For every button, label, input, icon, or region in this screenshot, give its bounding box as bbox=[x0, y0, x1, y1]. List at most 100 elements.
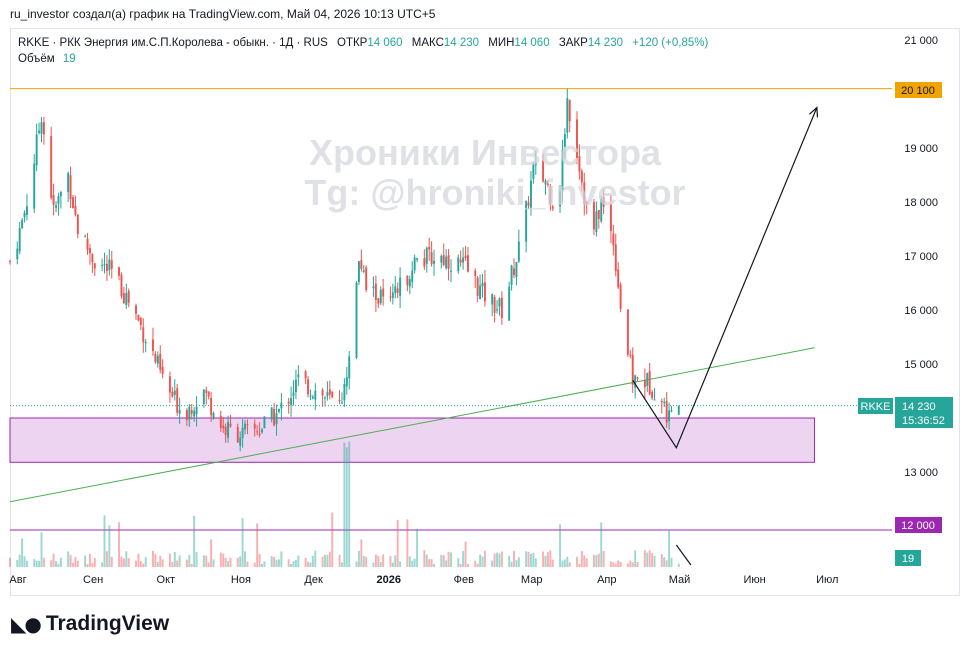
trendline[interactable] bbox=[9, 347, 815, 503]
projection-arrowhead bbox=[809, 106, 819, 118]
purple-level-tag: 12 000 bbox=[901, 520, 935, 532]
volume-bar bbox=[406, 519, 409, 567]
legend-low: 14 060 bbox=[514, 37, 549, 49]
volume-bar bbox=[578, 563, 581, 567]
candle bbox=[430, 241, 433, 267]
volume-bar bbox=[67, 551, 70, 567]
volume-bar bbox=[355, 561, 358, 567]
candle bbox=[239, 431, 242, 452]
price-axis[interactable]: 21 000 19 000 18 000 17 000 16 000 15 000 13 0… bbox=[904, 35, 938, 479]
volume-bar bbox=[619, 561, 622, 567]
volume-bar bbox=[592, 555, 595, 567]
candle bbox=[280, 393, 283, 421]
volume-bar bbox=[212, 559, 215, 567]
volume-bar bbox=[532, 552, 535, 567]
volume-bar bbox=[343, 442, 346, 567]
volume-bar bbox=[229, 557, 232, 567]
candle bbox=[122, 286, 125, 304]
volume-bar bbox=[357, 550, 360, 567]
candle bbox=[55, 201, 58, 213]
volume-bar bbox=[481, 556, 484, 567]
volume-bar bbox=[362, 555, 365, 567]
volume-bar bbox=[372, 562, 375, 567]
volume-bar bbox=[546, 552, 549, 567]
candle bbox=[355, 281, 358, 360]
tradingview-wordmark: TradingView bbox=[45, 612, 170, 635]
candle bbox=[568, 99, 571, 133]
ticker-tag-bg bbox=[858, 398, 893, 414]
candle bbox=[481, 273, 484, 298]
candle bbox=[224, 423, 227, 443]
candle bbox=[261, 427, 263, 434]
volume-bar bbox=[338, 554, 341, 567]
volume-bar bbox=[108, 525, 111, 567]
candle bbox=[643, 368, 646, 400]
legend-low-label: МИН bbox=[488, 37, 514, 49]
volume-bar bbox=[551, 559, 554, 567]
volume-bar bbox=[595, 555, 598, 567]
candle bbox=[202, 389, 205, 408]
volume-bar bbox=[324, 554, 326, 567]
candle bbox=[108, 249, 111, 276]
volume-bar bbox=[161, 559, 164, 567]
candle bbox=[340, 392, 343, 405]
candle bbox=[33, 154, 36, 213]
volume-bar bbox=[442, 555, 445, 567]
candle bbox=[25, 194, 28, 221]
candle bbox=[84, 234, 87, 238]
candle bbox=[35, 123, 38, 172]
volume-bar bbox=[188, 554, 191, 567]
candle bbox=[416, 257, 419, 263]
candle bbox=[483, 270, 486, 307]
candle bbox=[660, 398, 663, 414]
volume-bar bbox=[500, 551, 503, 567]
volume-bar bbox=[91, 562, 94, 567]
volume-bar bbox=[21, 538, 24, 567]
volume-bar bbox=[416, 528, 419, 567]
time-axis[interactable]: Авг Сен Окт Ноя Дек 2026 Фев Мар Апр Май Июн Июл bbox=[9, 574, 838, 586]
volume-bar bbox=[549, 550, 552, 567]
volume-bar bbox=[38, 560, 41, 567]
candle bbox=[634, 374, 637, 399]
candle bbox=[428, 237, 431, 261]
volume-bar bbox=[105, 551, 108, 567]
volume-bar bbox=[171, 562, 174, 567]
volume-bar bbox=[205, 555, 208, 567]
candle bbox=[413, 254, 416, 274]
candle bbox=[23, 210, 26, 223]
candle bbox=[500, 291, 503, 325]
tradingview-logo[interactable]: ◣● TradingView bbox=[11, 612, 169, 636]
volume-bar bbox=[326, 554, 329, 567]
support-zone[interactable] bbox=[9, 417, 815, 463]
volume-bar bbox=[120, 556, 123, 567]
volume-bar bbox=[35, 560, 38, 567]
candle bbox=[348, 351, 351, 390]
volume-bar bbox=[529, 553, 532, 567]
candle bbox=[67, 171, 70, 203]
candle bbox=[52, 183, 55, 216]
candle bbox=[21, 218, 24, 229]
volume-bar bbox=[391, 562, 394, 567]
volume-bar bbox=[236, 557, 239, 567]
candle bbox=[631, 347, 634, 394]
candle bbox=[459, 250, 462, 267]
candle bbox=[118, 266, 121, 281]
volume-bar bbox=[193, 515, 196, 567]
volume-bar bbox=[561, 560, 564, 567]
candle bbox=[273, 403, 276, 427]
watermark-line-2: Tg: @hroniki_investor bbox=[304, 172, 685, 213]
projection-path[interactable] bbox=[632, 107, 818, 449]
chart-frame bbox=[10, 28, 960, 596]
candle bbox=[493, 294, 496, 323]
candle bbox=[612, 224, 615, 256]
volume-bar bbox=[450, 552, 452, 567]
candle bbox=[619, 282, 622, 313]
volume-bar bbox=[18, 554, 21, 567]
volume-bar bbox=[137, 553, 140, 567]
legend-open: 14 060 bbox=[367, 37, 402, 49]
volume-bar bbox=[399, 561, 402, 567]
candle bbox=[476, 276, 479, 303]
volume-bar bbox=[440, 554, 443, 567]
volume-bar bbox=[464, 541, 467, 567]
